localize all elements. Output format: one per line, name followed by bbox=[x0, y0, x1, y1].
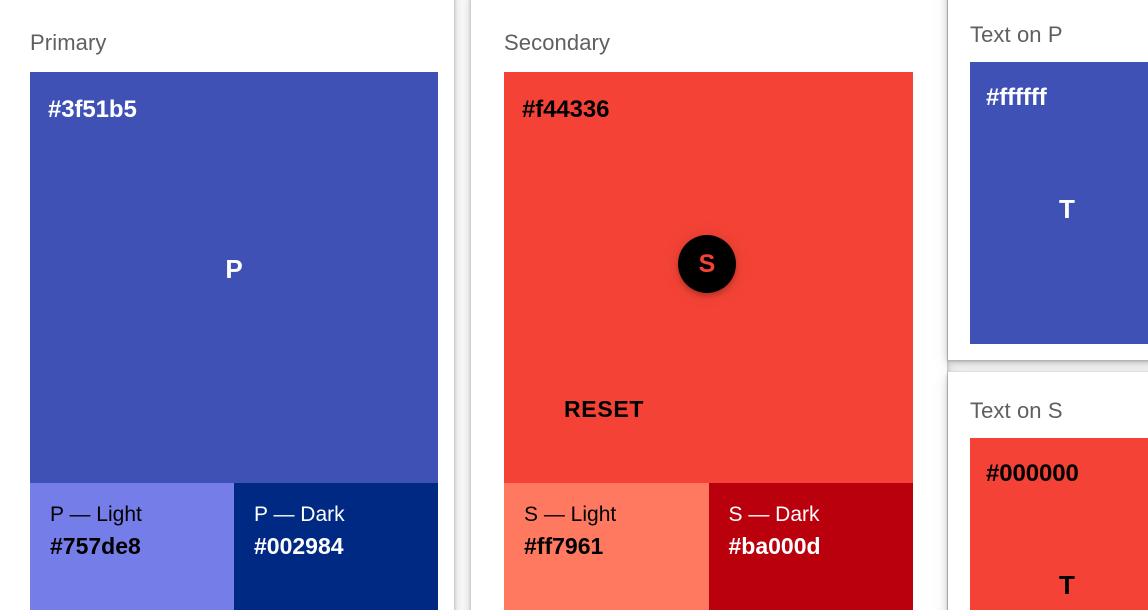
secondary-light-name: S — Light bbox=[524, 503, 617, 526]
secondary-dark-hex: #ba000d bbox=[728, 532, 821, 559]
text-on-secondary-swatch[interactable]: #000000 T bbox=[970, 438, 1148, 610]
text-on-primary-letter: T bbox=[1059, 194, 1075, 224]
text-on-primary-hex-label: #ffffff bbox=[986, 84, 1047, 111]
text-on-primary-swatch[interactable]: #ffffff T bbox=[970, 62, 1148, 344]
secondary-dark-name: S — Dark bbox=[728, 503, 820, 526]
text-on-primary-card: Text on P #ffffff T bbox=[948, 0, 1148, 360]
primary-card-title: Primary bbox=[30, 30, 107, 55]
primary-dark-name: P — Dark bbox=[254, 503, 345, 526]
secondary-color-card: Secondary #f44336 S RESET S — Light #ff7… bbox=[471, 0, 947, 610]
reset-button[interactable]: RESET bbox=[552, 388, 656, 431]
primary-color-card: Primary #3f51b5 P P — Light #757de8 P — … bbox=[0, 0, 454, 610]
primary-dark-hex: #002984 bbox=[254, 532, 344, 559]
primary-dark-variant[interactable]: P — Dark #002984 bbox=[234, 483, 438, 610]
secondary-light-variant[interactable]: S — Light #ff7961 bbox=[504, 483, 709, 610]
primary-swatch[interactable]: #3f51b5 P P — Light #757de8 P — Dark #00… bbox=[30, 72, 438, 610]
secondary-light-hex: #ff7961 bbox=[524, 532, 604, 559]
secondary-hex-label: #f44336 bbox=[522, 96, 610, 123]
text-on-secondary-card: Text on S #000000 T bbox=[948, 372, 1148, 610]
primary-light-variant[interactable]: P — Light #757de8 bbox=[30, 483, 234, 610]
secondary-dark-variant[interactable]: S — Dark #ba000d bbox=[708, 483, 913, 610]
secondary-card-title: Secondary bbox=[504, 30, 611, 55]
secondary-fab-label: S bbox=[698, 249, 716, 278]
primary-letter: P bbox=[225, 254, 243, 284]
text-on-secondary-title: Text on S bbox=[970, 398, 1063, 423]
secondary-fab-button[interactable]: S bbox=[678, 235, 736, 293]
text-on-secondary-letter: T bbox=[1059, 570, 1075, 600]
primary-light-hex: #757de8 bbox=[50, 532, 141, 559]
text-on-secondary-hex-label: #000000 bbox=[986, 460, 1079, 487]
primary-hex-label: #3f51b5 bbox=[48, 96, 137, 123]
text-on-primary-title: Text on P bbox=[970, 22, 1063, 47]
secondary-variant-strip: S — Light #ff7961 S — Dark #ba000d bbox=[504, 483, 913, 610]
secondary-swatch[interactable]: #f44336 S RESET S — Light #ff7961 S — Da… bbox=[504, 72, 913, 610]
primary-variant-strip: P — Light #757de8 P — Dark #002984 bbox=[30, 483, 438, 610]
primary-light-name: P — Light bbox=[50, 503, 142, 526]
